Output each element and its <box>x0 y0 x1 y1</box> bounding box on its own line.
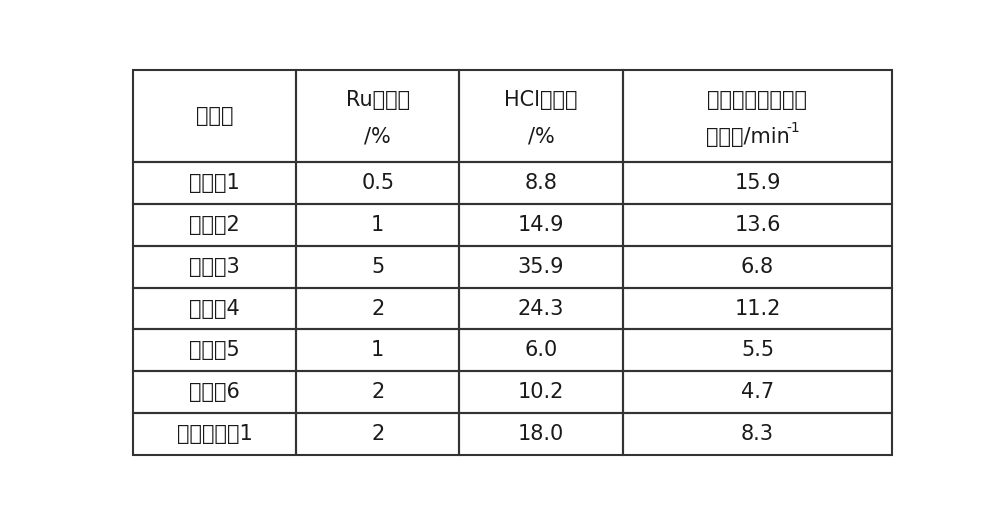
Bar <box>296 246 459 288</box>
Bar <box>623 246 892 288</box>
Text: -1: -1 <box>786 121 800 135</box>
Text: 35.9: 35.9 <box>518 257 564 277</box>
Text: 对比催化剂1: 对比催化剂1 <box>177 424 252 444</box>
Text: 4.7: 4.7 <box>741 382 774 402</box>
Text: 15.9: 15.9 <box>734 173 781 193</box>
Text: 1: 1 <box>371 340 384 360</box>
Text: 8.3: 8.3 <box>741 424 774 444</box>
Text: 催化剂3: 催化剂3 <box>189 257 240 277</box>
Text: 24.3: 24.3 <box>518 298 564 319</box>
Bar <box>133 162 296 204</box>
Bar <box>459 330 623 371</box>
Text: 空收率/min: 空收率/min <box>706 126 790 147</box>
Bar <box>459 204 623 246</box>
Bar <box>296 413 459 455</box>
Bar <box>623 371 892 413</box>
Bar <box>623 204 892 246</box>
Bar <box>296 204 459 246</box>
Bar <box>133 413 296 455</box>
Text: 14.9: 14.9 <box>518 215 564 235</box>
Text: 1: 1 <box>371 215 384 235</box>
Text: 5: 5 <box>371 257 384 277</box>
Text: 0.5: 0.5 <box>361 173 394 193</box>
Bar <box>623 162 892 204</box>
Bar <box>133 70 296 162</box>
Text: 10.2: 10.2 <box>518 382 564 402</box>
Bar <box>133 330 296 371</box>
Bar <box>459 413 623 455</box>
Text: 催化剂4: 催化剂4 <box>189 298 240 319</box>
Bar <box>459 288 623 330</box>
Text: 8.8: 8.8 <box>525 173 557 193</box>
Text: 13.6: 13.6 <box>734 215 781 235</box>
Bar <box>296 330 459 371</box>
Text: 2: 2 <box>371 298 384 319</box>
Text: Ru负载量: Ru负载量 <box>346 90 410 110</box>
Text: HCl转化率: HCl转化率 <box>504 90 578 110</box>
Text: 催化剂6: 催化剂6 <box>189 382 240 402</box>
Bar <box>296 371 459 413</box>
Text: 2: 2 <box>371 424 384 444</box>
Bar <box>133 371 296 413</box>
Text: 11.2: 11.2 <box>734 298 781 319</box>
Text: 催化剂1: 催化剂1 <box>189 173 240 193</box>
Text: 18.0: 18.0 <box>518 424 564 444</box>
Bar <box>296 288 459 330</box>
Bar <box>623 70 892 162</box>
Bar <box>623 288 892 330</box>
Bar <box>459 246 623 288</box>
Bar <box>623 330 892 371</box>
Bar <box>133 204 296 246</box>
Text: /%: /% <box>528 126 554 147</box>
Bar <box>459 162 623 204</box>
Bar <box>133 288 296 330</box>
Text: 催化剂2: 催化剂2 <box>189 215 240 235</box>
Text: 5.5: 5.5 <box>741 340 774 360</box>
Bar <box>459 371 623 413</box>
Text: 催化剂: 催化剂 <box>196 107 233 126</box>
Text: 6.8: 6.8 <box>741 257 774 277</box>
Bar <box>296 162 459 204</box>
Bar <box>459 70 623 162</box>
Text: /%: /% <box>364 126 391 147</box>
Bar <box>296 70 459 162</box>
Bar <box>623 413 892 455</box>
Text: 单位摩尔量钌的时: 单位摩尔量钌的时 <box>707 90 807 110</box>
Text: 催化剂5: 催化剂5 <box>189 340 240 360</box>
Text: 6.0: 6.0 <box>524 340 558 360</box>
Text: 2: 2 <box>371 382 384 402</box>
Bar <box>133 246 296 288</box>
